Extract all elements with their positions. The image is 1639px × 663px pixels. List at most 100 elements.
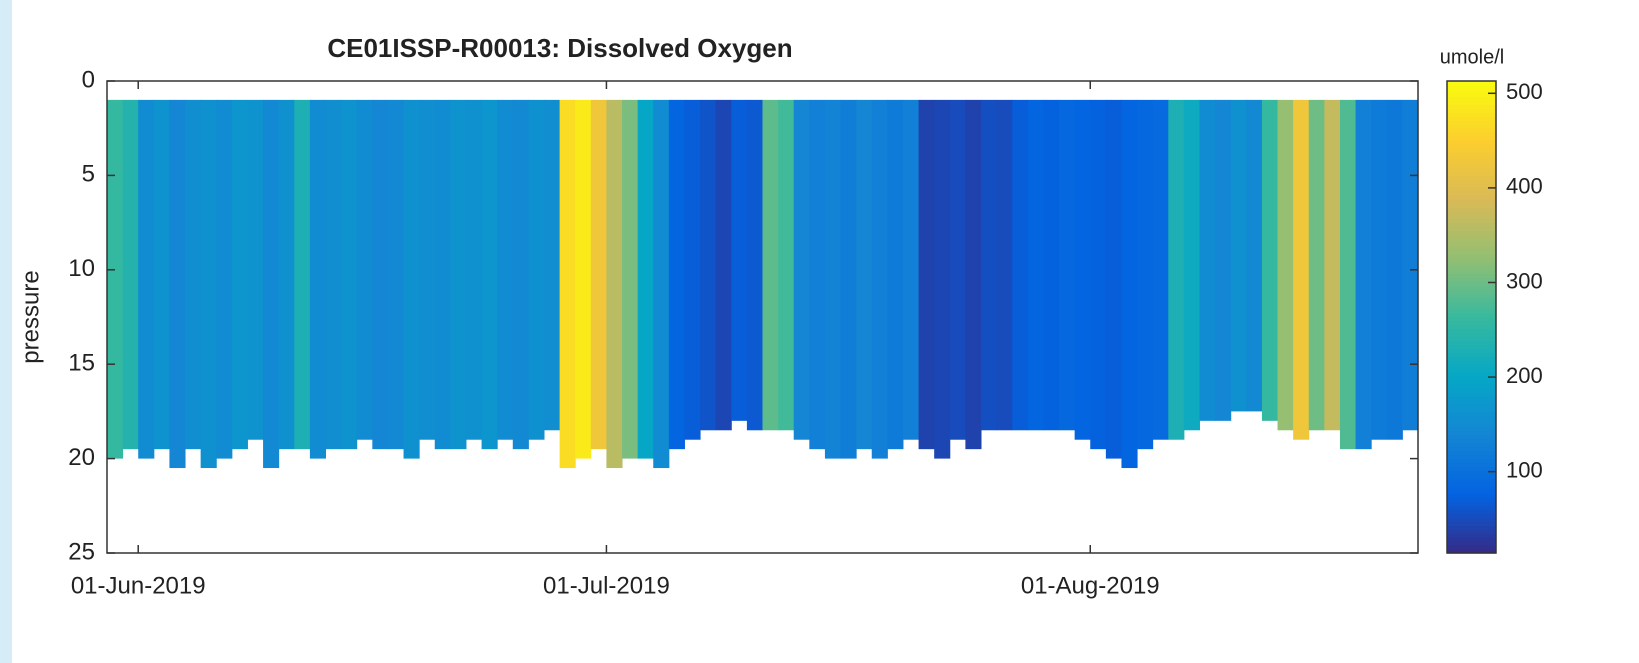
data-column	[1402, 99, 1419, 431]
data-column	[200, 99, 217, 469]
colorbar-segment	[1447, 179, 1496, 184]
colorbar-segment	[1447, 261, 1496, 267]
colorbar-segment	[1447, 238, 1496, 243]
colorbar-segment	[1447, 132, 1496, 137]
data-column	[965, 99, 982, 450]
colorbar-segment	[1447, 344, 1496, 350]
data-column	[981, 99, 998, 431]
colorbar-segment	[1447, 407, 1496, 412]
data-column	[216, 99, 233, 459]
colorbar-segment	[1447, 289, 1496, 294]
colorbar-segment	[1447, 352, 1496, 357]
colorbar-tick-label: 200	[1506, 363, 1543, 388]
colorbar-segment	[1447, 151, 1496, 157]
data-column	[341, 99, 358, 450]
colorbar-box	[1446, 80, 1497, 554]
data-column	[1074, 99, 1091, 440]
colorbar-segment	[1447, 336, 1496, 342]
colorbar-segment	[1447, 379, 1496, 385]
colorbar-segment	[1447, 395, 1496, 401]
data-column	[138, 99, 155, 459]
chart-title: CE01ISSP-R00013: Dissolved Oxygen	[327, 33, 792, 63]
y-tick-label: 25	[68, 538, 95, 565]
colorbar-segment	[1447, 356, 1496, 361]
colorbar-segment	[1447, 254, 1496, 259]
colorbar-segment	[1447, 462, 1496, 468]
colorbar-segment	[1447, 242, 1496, 247]
data-column	[481, 99, 498, 450]
x-tick-label: 01-Jul-2019	[543, 572, 670, 599]
colorbar-segment	[1447, 442, 1496, 448]
colorbar-segment	[1447, 431, 1496, 436]
colorbar-segment	[1447, 309, 1496, 314]
data-column	[278, 99, 295, 450]
y-tick-label: 20	[68, 444, 95, 471]
colorbar-segment	[1447, 140, 1496, 145]
colorbar-segment	[1447, 147, 1496, 153]
data-column	[559, 99, 576, 469]
colorbar-segment	[1447, 348, 1496, 353]
colorbar-segment	[1447, 419, 1496, 424]
y-tick-label: 0	[82, 66, 95, 93]
colorbar-label: umole/l	[1440, 46, 1504, 68]
data-column	[731, 99, 748, 421]
colorbar-segment	[1447, 517, 1496, 523]
data-column	[1152, 99, 1169, 440]
colorbar-segment	[1447, 210, 1496, 216]
data-column	[1215, 99, 1232, 421]
colorbar-segment	[1447, 175, 1496, 180]
data-column	[403, 99, 420, 459]
colorbar-segment	[1447, 277, 1496, 283]
colorbar-segment	[1447, 364, 1496, 369]
colorbar-segment	[1447, 320, 1496, 326]
colorbar-segment	[1447, 545, 1496, 550]
colorbar-segment	[1447, 513, 1496, 519]
data-column	[1324, 99, 1341, 431]
data-column	[1027, 99, 1044, 431]
colorbar-segment	[1447, 199, 1496, 204]
data-column	[528, 99, 545, 440]
x-tick-label: 01-Aug-2019	[1021, 572, 1160, 599]
colorbar-segment	[1447, 509, 1496, 515]
colorbar-segment	[1447, 501, 1496, 507]
colorbar-segment	[1447, 411, 1496, 416]
colorbar-segment	[1447, 505, 1496, 511]
colorbar-segment	[1447, 529, 1496, 534]
data-column	[497, 99, 514, 440]
colorbar-segment	[1447, 297, 1496, 302]
data-column	[793, 99, 810, 440]
colorbar-segment	[1447, 435, 1496, 440]
data-column	[1183, 99, 1200, 431]
data-column	[778, 99, 795, 431]
data-column	[871, 99, 888, 459]
data-column	[668, 99, 685, 450]
colorbar-segment	[1447, 403, 1496, 409]
x-tick-label: 01-Jun-2019	[71, 572, 206, 599]
data-column	[840, 99, 857, 459]
data-column	[231, 99, 248, 450]
data-column	[263, 99, 280, 469]
data-column	[575, 99, 592, 459]
colorbar-segment	[1447, 222, 1496, 228]
colorbar-segment	[1447, 383, 1496, 389]
data-column	[590, 99, 607, 450]
colorbar-segment	[1447, 81, 1496, 86]
colorbar-segment	[1447, 218, 1496, 224]
data-column	[1230, 99, 1247, 412]
colorbar-segment	[1447, 332, 1496, 338]
colorbar-segment	[1447, 450, 1496, 456]
data-column	[1261, 99, 1279, 421]
y-tick-label: 15	[68, 350, 95, 377]
colorbar-segment	[1447, 258, 1496, 263]
colorbar-segment	[1447, 234, 1496, 239]
colorbar-segment	[1447, 486, 1496, 491]
colorbar-segment	[1447, 423, 1496, 428]
colorbar-segment	[1447, 525, 1496, 530]
data-column	[107, 99, 124, 459]
colorbar-segment	[1447, 454, 1496, 460]
data-column	[434, 99, 451, 450]
colorbar-segment	[1447, 155, 1496, 161]
colorbar-segment	[1447, 474, 1496, 479]
data-column	[1121, 99, 1138, 469]
colorbar-segment	[1447, 482, 1496, 487]
